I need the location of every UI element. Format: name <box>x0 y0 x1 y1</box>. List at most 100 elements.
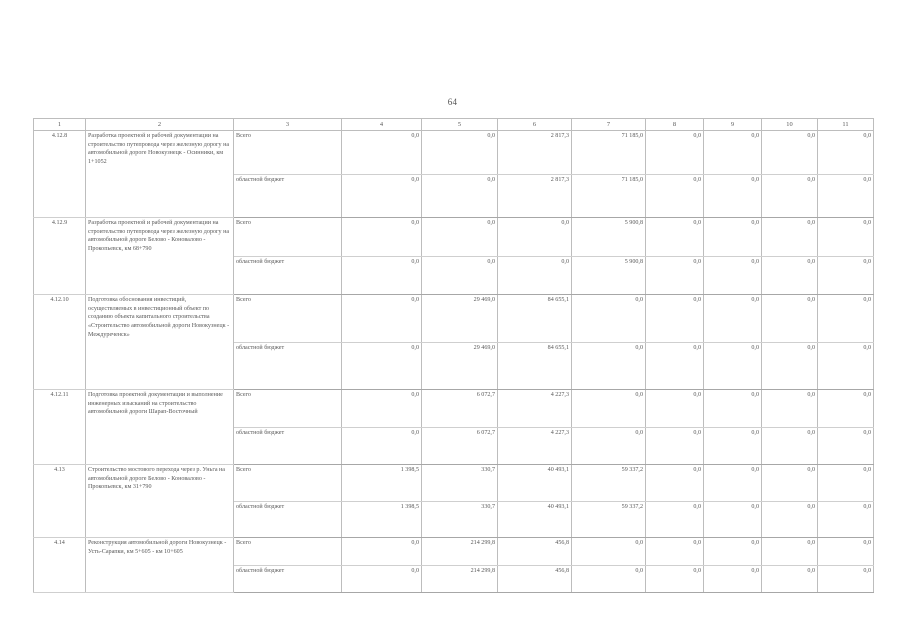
value-cell: 0,0 <box>703 217 762 257</box>
value-cell: 0,0 <box>817 500 874 539</box>
row-number-cell: 4.12.11 <box>33 389 86 466</box>
funding-source-cell: Всего <box>233 294 342 343</box>
value-cell: 59 337,2 <box>571 500 646 539</box>
row-number-cell: 4.12.8 <box>33 130 86 219</box>
funding-source-cell: областной бюджет <box>233 341 342 391</box>
table-row: 4.12.11 Подготовка проектной документации… <box>33 389 874 466</box>
value-cell: 0,0 <box>645 389 704 428</box>
funding-source-cell: областной бюджет <box>233 426 342 466</box>
value-cell: 29 469,0 <box>421 294 498 343</box>
value-cell: 0,0 <box>341 426 422 466</box>
value-cell: 6 072,7 <box>421 426 498 466</box>
value-cell: 0,0 <box>703 564 762 594</box>
value-cell: 0,0 <box>421 130 498 175</box>
value-cell: 1 398,5 <box>341 464 422 502</box>
value-cell: 0,0 <box>645 341 704 391</box>
value-cell: 0,0 <box>341 217 422 257</box>
row-description-cell: Строительство мостового перехода через р… <box>85 464 234 539</box>
value-cell: 0,0 <box>341 389 422 428</box>
table-row: 4.12.9 Разработка проектной и рабочей док… <box>33 217 874 296</box>
column-header-8: 8 <box>645 117 704 132</box>
row-description-cell: Разработка проектной и рабочей документа… <box>85 217 234 296</box>
table-row: областной бюджет 0,0 214 299,8 456,8 0,0 0,0 0… <box>34 564 874 594</box>
column-header-10: 10 <box>761 117 818 132</box>
value-cell: 6 072,7 <box>421 389 498 428</box>
value-cell: 0,0 <box>761 537 818 566</box>
value-cell: 0,0 <box>817 130 874 175</box>
row-number-cell: 4.12.9 <box>33 217 86 296</box>
value-cell: 0,0 <box>571 426 646 466</box>
value-cell: 0,0 <box>703 537 762 566</box>
value-cell: 0,0 <box>421 217 498 257</box>
value-cell: 0,0 <box>497 217 572 257</box>
value-cell: 0,0 <box>341 294 422 343</box>
value-cell: 1 398,5 <box>341 500 422 539</box>
value-cell: 0,0 <box>761 500 818 539</box>
funding-source-cell: Всего <box>233 217 342 257</box>
value-cell: 0,0 <box>645 500 704 539</box>
table-header: 1 2 3 4 5 6 7 8 9 10 11 <box>33 117 874 132</box>
value-cell: 0,0 <box>817 217 874 257</box>
value-cell: 456,8 <box>497 564 572 594</box>
value-cell: 0,0 <box>645 294 704 343</box>
value-cell: 84 655,1 <box>497 294 572 343</box>
value-cell: 0,0 <box>817 389 874 428</box>
row-description-cell: Подготовка обоснования инвестиций, осуще… <box>85 294 234 391</box>
value-cell: 0,0 <box>341 537 422 566</box>
table-row: областной бюджет 0,0 0,0 0,0 5 900,8 0,0 0,0 0,… <box>34 255 874 296</box>
column-header-4: 4 <box>341 117 422 132</box>
table-body: 4.12.8 Разработка проектной и рабочей док… <box>33 130 874 594</box>
value-cell: 0,0 <box>571 341 646 391</box>
value-cell: 4 227,3 <box>497 426 572 466</box>
value-cell: 0,0 <box>817 564 874 594</box>
funding-source-cell: Всего <box>233 130 342 175</box>
table-header-row: 1 2 3 4 5 6 7 8 9 10 11 <box>33 117 874 132</box>
row-number-cell: 4.14 <box>33 537 86 594</box>
value-cell: 40 493,1 <box>497 464 572 502</box>
value-cell: 0,0 <box>703 130 762 175</box>
value-cell: 59 337,2 <box>571 464 646 502</box>
column-header-5: 5 <box>421 117 498 132</box>
value-cell: 0,0 <box>341 564 422 594</box>
table-row: областной бюджет 0,0 6 072,7 4 227,3 0,0 0,0 0… <box>34 426 874 466</box>
value-cell: 0,0 <box>761 389 818 428</box>
value-cell: 29 469,0 <box>421 341 498 391</box>
value-cell: 0,0 <box>761 426 818 466</box>
value-cell: 0,0 <box>571 389 646 428</box>
value-cell: 330,7 <box>421 464 498 502</box>
value-cell: 0,0 <box>341 173 422 219</box>
value-cell: 0,0 <box>703 426 762 466</box>
column-header-6: 6 <box>497 117 572 132</box>
table-row: 4.12.8 Разработка проектной и рабочей док… <box>33 130 874 219</box>
table-row: 4.13 Строительство мостового перехода чер… <box>33 464 874 539</box>
value-cell: 0,0 <box>703 173 762 219</box>
value-cell: 0,0 <box>645 464 704 502</box>
value-cell: 5 900,8 <box>571 217 646 257</box>
value-cell: 0,0 <box>341 255 422 296</box>
value-cell: 71 185,0 <box>571 173 646 219</box>
row-number-cell: 4.13 <box>33 464 86 539</box>
value-cell: 0,0 <box>761 564 818 594</box>
value-cell: 0,0 <box>817 464 874 502</box>
value-cell: 84 655,1 <box>497 341 572 391</box>
value-cell: 0,0 <box>341 130 422 175</box>
value-cell: 0,0 <box>761 464 818 502</box>
value-cell: 0,0 <box>817 426 874 466</box>
value-cell: 0,0 <box>761 217 818 257</box>
value-cell: 0,0 <box>645 255 704 296</box>
funding-source-cell: областной бюджет <box>233 564 342 594</box>
value-cell: 0,0 <box>817 173 874 219</box>
value-cell: 0,0 <box>645 217 704 257</box>
value-cell: 0,0 <box>817 255 874 296</box>
funding-source-cell: Всего <box>233 464 342 502</box>
page-number: 64 <box>447 97 458 107</box>
value-cell: 0,0 <box>703 464 762 502</box>
funding-source-cell: областной бюджет <box>233 500 342 539</box>
value-cell: 214 299,8 <box>421 564 498 594</box>
funding-source-cell: Всего <box>233 537 342 566</box>
row-description-cell: Подготовка проектной документации и выпо… <box>85 389 234 466</box>
value-cell: 0,0 <box>571 537 646 566</box>
budget-table: 1 2 3 4 5 6 7 8 9 10 11 4.12.8 Разработка… <box>33 117 874 594</box>
value-cell: 0,0 <box>761 255 818 296</box>
